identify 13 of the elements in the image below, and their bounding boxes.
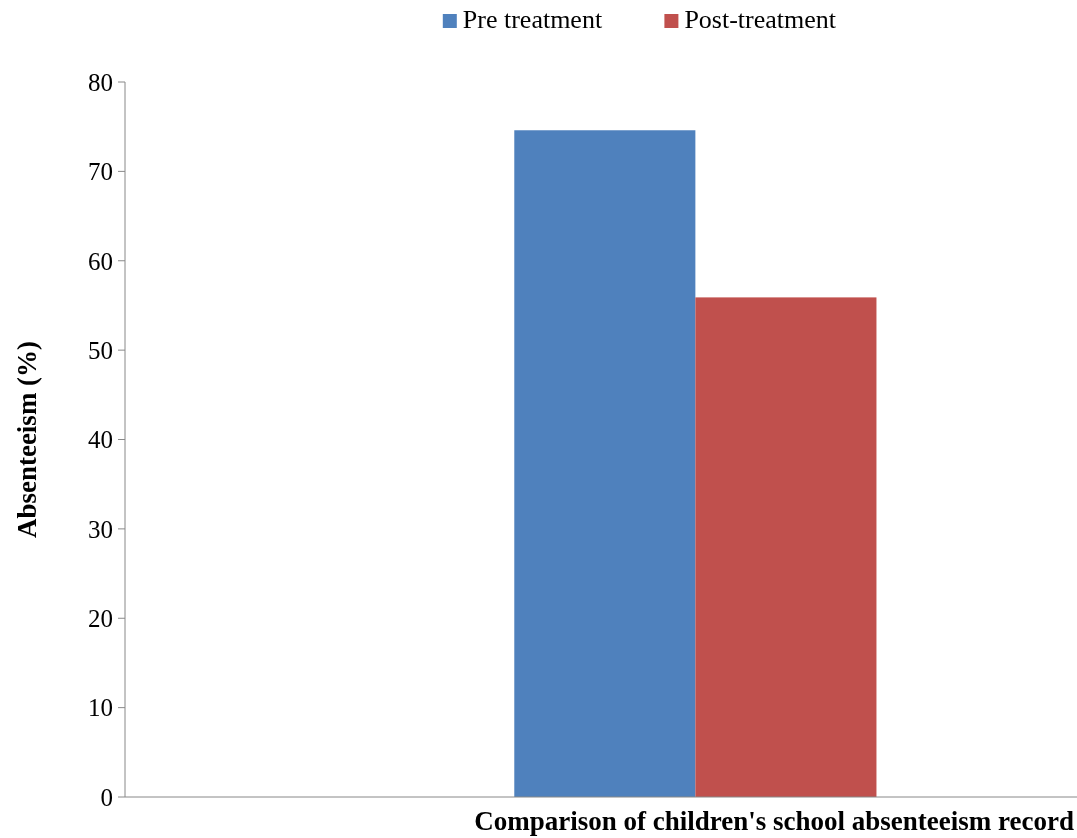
x-axis-title: Comparison of children's school absenteeism record bbox=[474, 806, 1074, 836]
legend-label: Pre treatment bbox=[462, 5, 603, 34]
y-axis-title: Absenteeism (%) bbox=[12, 340, 42, 539]
y-tick-label: 20 bbox=[88, 605, 113, 632]
y-tick-label: 70 bbox=[88, 158, 113, 186]
y-tick-label: 50 bbox=[88, 336, 113, 364]
y-tick-label: 30 bbox=[88, 515, 113, 543]
y-tick-label: 80 bbox=[88, 68, 113, 96]
y-tick-label: 10 bbox=[88, 694, 113, 722]
y-tick-label: 40 bbox=[88, 426, 113, 454]
y-tick-label: 0 bbox=[100, 783, 113, 811]
legend-label: Post-treatment bbox=[684, 5, 837, 34]
y-tick-label: 60 bbox=[88, 247, 113, 275]
